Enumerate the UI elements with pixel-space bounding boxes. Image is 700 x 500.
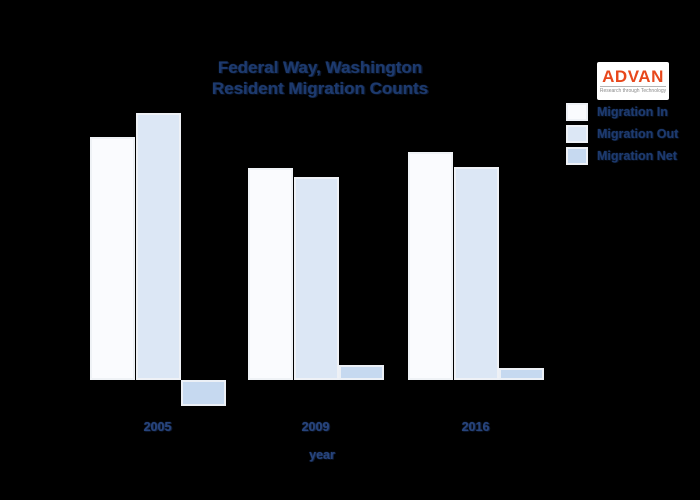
x-tick-2009: 2009 xyxy=(301,420,330,434)
chart-title-line2: Resident Migration Counts xyxy=(211,79,429,98)
legend-item-migration-out: Migration Out xyxy=(566,123,678,145)
legend-label: Migration Net xyxy=(597,149,677,163)
advan-logo-tagline: Research through Technology xyxy=(599,86,667,94)
bar-migration-in-2009 xyxy=(248,168,293,380)
advan-logo: ADVAN Research through Technology xyxy=(597,62,669,100)
legend-item-migration-net: Migration Net xyxy=(566,145,678,167)
bar-migration-net-2009 xyxy=(339,365,384,380)
bar-migration-net-2016 xyxy=(499,368,544,380)
x-axis-label: year xyxy=(309,448,335,462)
advan-logo-text: ADVAN xyxy=(602,67,664,86)
x-tick-2016: 2016 xyxy=(461,420,490,434)
legend: Migration In Migration Out Migration Net xyxy=(566,101,678,167)
bar-migration-net-2005 xyxy=(181,380,226,406)
chart-title: Federal Way, Washington Resident Migrati… xyxy=(110,57,530,99)
legend-label: Migration In xyxy=(597,105,668,119)
bar-migration-in-2016 xyxy=(408,152,453,380)
legend-label: Migration Out xyxy=(597,127,679,141)
legend-swatch xyxy=(566,147,588,165)
chart-title-line1: Federal Way, Washington xyxy=(217,58,423,77)
legend-swatch xyxy=(566,103,588,121)
bar-migration-out-2016 xyxy=(453,167,499,380)
bar-migration-in-2005 xyxy=(90,137,135,380)
bar-migration-out-2009 xyxy=(293,177,339,380)
legend-item-migration-in: Migration In xyxy=(566,101,678,123)
x-tick-2005: 2005 xyxy=(143,420,172,434)
bar-migration-out-2005 xyxy=(135,113,181,380)
legend-swatch xyxy=(566,125,588,143)
